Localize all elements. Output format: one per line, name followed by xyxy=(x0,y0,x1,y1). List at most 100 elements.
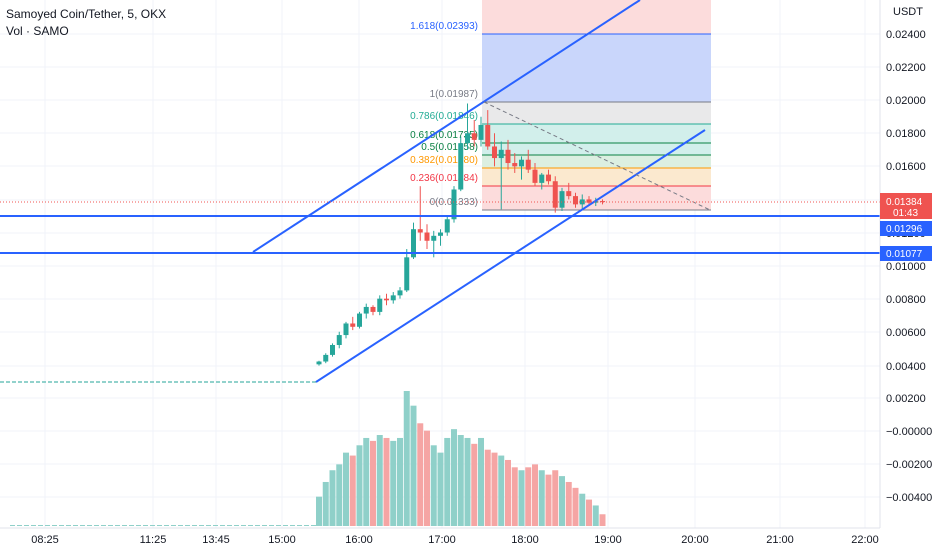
volume-bar xyxy=(397,437,403,526)
price-countdown: 01:43 xyxy=(893,208,918,219)
candle-body xyxy=(343,323,349,336)
volume-bar xyxy=(80,525,85,526)
channel-upper-line[interactable] xyxy=(252,0,641,253)
volume-bar xyxy=(283,525,288,526)
volume-bar xyxy=(94,525,99,526)
volume-bar xyxy=(518,470,525,526)
candle-body xyxy=(492,146,497,159)
volume-bar xyxy=(234,525,239,526)
candlestick-series xyxy=(316,103,605,366)
volume-bar xyxy=(192,525,197,526)
volume-bar xyxy=(136,525,141,526)
candle-body xyxy=(451,189,457,220)
volume-bar xyxy=(178,525,183,526)
price-tick-label: −0.00000 xyxy=(886,426,932,438)
candle-body xyxy=(532,169,538,183)
level-tag-1-value: 0.01296 xyxy=(886,224,923,235)
candle-body xyxy=(404,257,410,291)
channel-lower-line[interactable] xyxy=(315,129,706,383)
time-tick-label: 21:00 xyxy=(766,534,794,546)
time-tick-label: 20:00 xyxy=(681,534,709,546)
candle-body xyxy=(444,219,450,233)
fib-zone xyxy=(482,155,711,168)
volume-bar xyxy=(262,525,267,526)
price-tick-label: 0.02200 xyxy=(886,62,926,74)
volume-bar xyxy=(559,476,565,526)
volume-bar xyxy=(336,464,343,526)
price-tick-label: 0.02400 xyxy=(886,29,926,41)
volume-bar xyxy=(87,525,92,526)
volume-bar xyxy=(511,467,518,526)
level-tag-2-value: 0.01077 xyxy=(886,249,923,260)
price-tick-label: 0.00400 xyxy=(886,361,926,373)
volume-bar xyxy=(213,525,218,526)
candle-body xyxy=(316,361,322,365)
volume-bar xyxy=(322,481,329,526)
fib-level-label: 0.5(0.01658) xyxy=(421,142,478,153)
volume-bar xyxy=(552,470,559,526)
volume-bar xyxy=(122,525,127,526)
volume-bar xyxy=(484,449,491,526)
price-tick-label: 0.01800 xyxy=(886,128,926,140)
trend-channel[interactable] xyxy=(252,0,706,383)
volume-bar xyxy=(437,452,444,526)
volume-bar xyxy=(73,525,78,526)
candle-body xyxy=(377,298,383,312)
volume-bar xyxy=(532,464,538,526)
volume-bar xyxy=(356,445,363,526)
volume-bar xyxy=(579,493,586,526)
candle-body xyxy=(397,290,403,296)
fib-retracement[interactable]: 1.618(0.02393) 1(0.01987) 0.786(0.01846) 0.… xyxy=(410,0,711,211)
candle-body xyxy=(519,159,524,167)
candle-body xyxy=(390,295,396,301)
fib-zone xyxy=(482,34,711,102)
volume-bar xyxy=(171,525,176,526)
fib-level-label: 0.382(0.01580) xyxy=(410,155,478,166)
volume-bar xyxy=(31,525,36,526)
volume-bar xyxy=(108,525,113,526)
volume-bar xyxy=(297,525,302,526)
candle-body xyxy=(498,149,504,159)
symbol-title: Samoyed Coin/Tether, 5, OKX xyxy=(6,7,166,21)
candle-body xyxy=(512,163,518,167)
volume-series xyxy=(10,391,606,526)
volume-bar xyxy=(220,525,225,526)
volume-bar xyxy=(390,440,397,526)
volume-bar xyxy=(227,525,232,526)
fib-level-label: 0.618(0.01735) xyxy=(410,130,478,141)
candle-body xyxy=(417,229,423,233)
volume-bar xyxy=(491,452,498,526)
candle-body xyxy=(559,191,565,208)
price-tick-label: 0.00800 xyxy=(886,294,926,306)
time-tick-label: 17:00 xyxy=(428,534,456,546)
volume-bar xyxy=(66,525,71,526)
volume-bar xyxy=(52,525,57,526)
time-axis[interactable]: 08:25 11:25 13:45 15:00 16:00 17:00 18:00 19:00… xyxy=(31,534,879,546)
volume-bar xyxy=(572,487,579,526)
current-price-value: 0.01384 xyxy=(886,197,923,208)
price-tick-label: 0.02000 xyxy=(886,95,926,107)
candle-body xyxy=(431,235,437,241)
candle-body xyxy=(478,124,484,140)
fib-level-label: 1(0.01987) xyxy=(430,89,478,100)
volume-bar xyxy=(457,435,464,526)
volume-bar xyxy=(157,525,162,526)
volume-bar xyxy=(343,452,349,526)
candle-body xyxy=(573,196,578,205)
volume-bar xyxy=(311,525,316,526)
candle-body xyxy=(552,181,558,208)
candle-body xyxy=(370,306,376,312)
current-price-tag: 0.01384 01:43 xyxy=(880,193,932,219)
volume-bar xyxy=(115,525,120,526)
candle-body xyxy=(323,354,329,362)
volume-bar xyxy=(444,437,451,526)
time-tick-label: 22:00 xyxy=(851,534,879,546)
price-axis[interactable]: 0.024000.022000.020000.018000.016000.014… xyxy=(886,29,932,504)
fib-zone xyxy=(482,186,711,210)
price-tick-label: 0.00600 xyxy=(886,327,926,339)
volume-bar xyxy=(143,525,148,526)
price-tick-label: −0.00400 xyxy=(886,492,932,504)
candle-body xyxy=(539,174,545,183)
fib-level-label: 1.618(0.02393) xyxy=(410,21,478,32)
